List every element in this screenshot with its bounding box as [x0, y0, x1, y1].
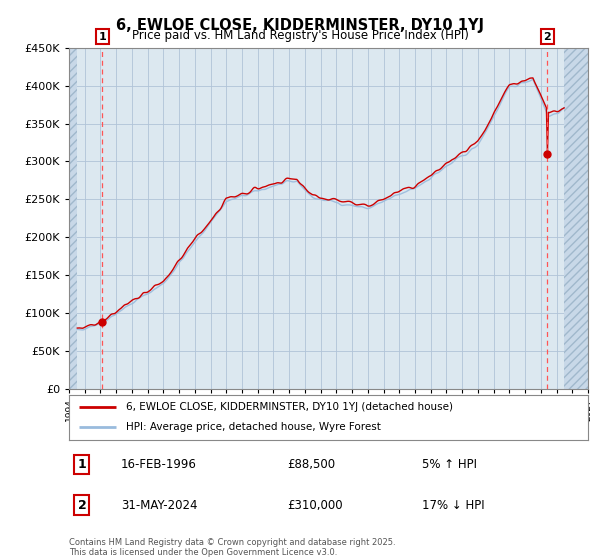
Text: 2: 2 — [77, 498, 86, 512]
Text: 16-FEB-1996: 16-FEB-1996 — [121, 458, 197, 471]
Text: 5% ↑ HPI: 5% ↑ HPI — [422, 458, 477, 471]
Text: 6, EWLOE CLOSE, KIDDERMINSTER, DY10 1YJ: 6, EWLOE CLOSE, KIDDERMINSTER, DY10 1YJ — [116, 18, 484, 34]
Text: Price paid vs. HM Land Registry's House Price Index (HPI): Price paid vs. HM Land Registry's House … — [131, 29, 469, 42]
Text: £88,500: £88,500 — [287, 458, 335, 471]
Bar — [69, 48, 77, 389]
Text: 6, EWLOE CLOSE, KIDDERMINSTER, DY10 1YJ (detached house): 6, EWLOE CLOSE, KIDDERMINSTER, DY10 1YJ … — [126, 402, 453, 412]
Bar — [565, 48, 588, 389]
Text: HPI: Average price, detached house, Wyre Forest: HPI: Average price, detached house, Wyre… — [126, 422, 381, 432]
Text: 31-MAY-2024: 31-MAY-2024 — [121, 498, 197, 512]
Text: 1: 1 — [77, 458, 86, 471]
Text: Contains HM Land Registry data © Crown copyright and database right 2025.
This d: Contains HM Land Registry data © Crown c… — [69, 538, 395, 557]
Text: 1: 1 — [98, 31, 106, 41]
Text: 17% ↓ HPI: 17% ↓ HPI — [422, 498, 485, 512]
Text: 2: 2 — [544, 31, 551, 41]
Text: £310,000: £310,000 — [287, 498, 343, 512]
